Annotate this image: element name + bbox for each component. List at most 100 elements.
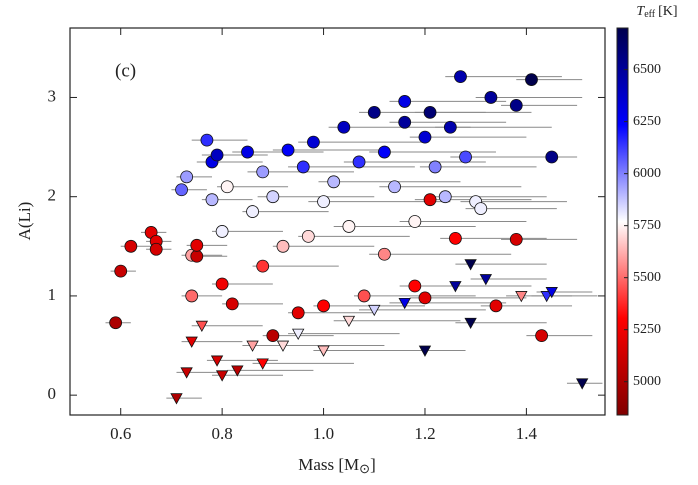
point xyxy=(342,220,356,233)
cb-unit: [K] xyxy=(658,4,677,19)
point xyxy=(256,259,270,273)
x-tick-label: 1.2 xyxy=(414,424,435,443)
point xyxy=(367,105,381,119)
upper-limit-marker xyxy=(576,378,589,390)
point xyxy=(454,70,467,84)
point xyxy=(215,225,229,238)
panel-label: (c) xyxy=(115,60,136,81)
point xyxy=(124,239,138,253)
colorbar-tick-label: 5000 xyxy=(633,374,661,389)
upper-limit-marker xyxy=(185,336,198,348)
point xyxy=(443,120,457,134)
point xyxy=(266,190,280,204)
upper-limit-marker xyxy=(515,291,528,303)
upper-limit-marker xyxy=(464,259,477,271)
point xyxy=(241,145,254,159)
point xyxy=(357,289,371,303)
x-tick-label: 0.8 xyxy=(212,424,233,443)
point xyxy=(388,180,401,194)
point xyxy=(398,115,412,129)
point xyxy=(175,183,188,197)
upper-limit-marker xyxy=(545,287,558,299)
point xyxy=(109,316,123,330)
x-tick-label: 0.6 xyxy=(110,424,131,443)
point xyxy=(489,299,503,313)
point xyxy=(190,238,204,252)
point xyxy=(327,175,341,189)
point xyxy=(114,264,128,278)
point xyxy=(428,160,442,174)
point xyxy=(408,279,422,293)
cb-sub: eff xyxy=(644,9,656,20)
x-label-sub: ⊙ xyxy=(359,461,370,476)
y-tick-label: 0 xyxy=(48,384,57,403)
colorbar-tick-label: 5500 xyxy=(633,270,661,285)
upper-limit-marker xyxy=(246,340,259,352)
upper-limit-marker xyxy=(210,355,224,367)
upper-limit-marker xyxy=(464,317,477,330)
x-tick-label: 1.4 xyxy=(516,424,538,443)
point xyxy=(276,239,290,253)
upper-limit-marker xyxy=(479,274,493,286)
x-label-end: ] xyxy=(370,455,376,474)
point xyxy=(449,231,462,245)
point xyxy=(408,215,422,228)
point xyxy=(307,135,320,149)
x-axis-label: Mass [M⊙] xyxy=(298,455,376,476)
upper-limit-marker xyxy=(317,345,330,357)
point xyxy=(266,329,280,343)
point xyxy=(438,190,452,204)
upper-limit-marker xyxy=(276,340,290,352)
y-axis-label: A(Li) xyxy=(15,202,34,241)
colorbar-tick-label: 6250 xyxy=(633,114,661,129)
point xyxy=(418,130,432,144)
point xyxy=(337,120,351,134)
colorbar-tick-label: 5250 xyxy=(633,322,661,337)
colorbar-tick-label: 6000 xyxy=(633,166,661,181)
y-tick-label: 1 xyxy=(48,285,57,304)
point xyxy=(180,170,194,184)
point xyxy=(190,249,204,263)
colorbar-tick-label: 5750 xyxy=(633,218,661,233)
point xyxy=(352,155,366,169)
upper-limit-marker xyxy=(231,365,244,377)
point xyxy=(296,160,310,174)
point xyxy=(317,195,330,209)
point xyxy=(378,247,391,261)
point xyxy=(205,193,219,207)
point xyxy=(525,73,538,86)
plot-frame xyxy=(69,27,606,416)
colorbar xyxy=(616,27,629,416)
point xyxy=(423,105,437,119)
point xyxy=(281,143,295,157)
upper-limit-marker xyxy=(342,315,356,328)
upper-limit-marker xyxy=(256,358,269,370)
y-tick-label: 3 xyxy=(48,86,57,105)
upper-limit-marker xyxy=(215,370,229,382)
point xyxy=(185,289,199,303)
point xyxy=(215,277,229,291)
point xyxy=(220,180,234,194)
upper-limit-marker xyxy=(398,297,411,310)
point xyxy=(459,150,472,164)
point xyxy=(200,133,214,147)
point xyxy=(423,193,437,207)
point xyxy=(418,291,432,305)
y-tick-label: 2 xyxy=(48,186,57,205)
point xyxy=(246,205,259,218)
point xyxy=(225,297,239,311)
point xyxy=(484,91,498,104)
point xyxy=(291,306,305,320)
point xyxy=(210,148,224,162)
upper-limit-marker xyxy=(368,304,381,317)
point xyxy=(509,99,523,112)
colorbar-label: Teff [K] xyxy=(636,4,677,20)
point xyxy=(535,329,549,343)
error-bars xyxy=(105,76,603,399)
point xyxy=(545,150,559,164)
point xyxy=(301,229,315,243)
point xyxy=(317,299,330,313)
point xyxy=(378,145,391,159)
point xyxy=(149,242,163,256)
